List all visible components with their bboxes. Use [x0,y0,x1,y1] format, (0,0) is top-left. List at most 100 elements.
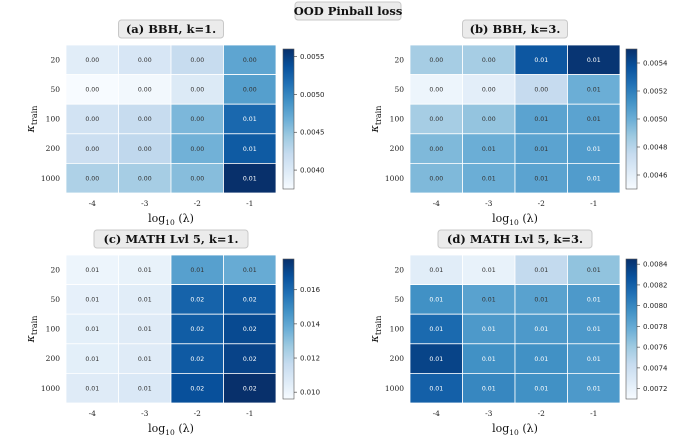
y-tick-label: 50 [50,85,60,94]
cell-value-label: 0.00 [243,57,257,64]
heatmap-cell [118,133,172,164]
cell-value-label: 0.01 [85,326,99,333]
cell-value-label: 0.01 [429,267,443,274]
x-tick-label: -2 [194,199,202,208]
heatmap-cell [223,162,277,194]
cell-value-label: 0.01 [587,116,601,123]
y-tick-label: 100 [390,115,405,124]
colorbar-tick-label: 0.0055 [300,53,325,61]
cell-value-label: 0.01 [587,356,601,363]
x-tick-label: -4 [433,199,441,208]
heatmap-cell [409,254,463,286]
y-tick-label: 20 [394,55,404,64]
panel-title-box [462,19,568,39]
heatmap-panel-4: (d) MATH Lvl 5, k=3. 0.01 0.01 0.01 0.01 0.01… [368,229,668,437]
heatmap-cell [170,74,224,105]
cell-value-label: 0.01 [243,116,257,123]
x-tick-label: -1 [590,199,597,208]
heatmap-cell [567,372,621,404]
heatmap-cell [118,284,172,315]
x-tick-label: -4 [89,409,97,418]
x-tick-label: -4 [433,409,441,418]
colorbar [282,48,295,190]
heatmap-cell [409,284,463,315]
heatmap-cell [223,372,277,404]
colorbar-tick-label: 0.016 [300,286,321,294]
panel-title: (d) MATH Lvl 5, k=3. [447,232,583,246]
panels: (a) BBH, k=1. 0.00 0.00 0.00 0.00 0.00 0.00 0.0… [24,19,668,437]
figure-title-box [294,1,402,21]
heatmap-cell [567,133,621,164]
x-axis-label: log10 (λ) [148,422,194,437]
y-axis-label: κtrain [24,316,39,344]
x-tick-label: -1 [590,409,597,418]
cell-value-label: 0.00 [429,87,443,94]
cell-value-label: 0.01 [138,267,152,274]
heatmap-cell [409,74,463,105]
cell-value-label: 0.01 [243,146,257,153]
cell-value-label: 0.01 [85,297,99,304]
cell-value-label: 0.01 [85,267,99,274]
cell-value-label: 0.01 [482,267,496,274]
heatmap-cell [170,103,224,135]
cell-value-label: 0.00 [429,146,443,153]
cell-value-label: 0.02 [190,297,204,304]
x-tick-label: -1 [246,199,253,208]
cell-value-label: 0.00 [85,87,99,94]
cell-value-label: 0.01 [587,57,601,64]
heatmap-cell [170,372,224,404]
heatmap-cell [65,133,119,164]
cell-value-label: 0.01 [587,267,601,274]
heatmap-panel-2: (b) BBH, k=3. 0.00 0.00 0.01 0.01 0.00 0.00 0.0… [368,19,668,227]
heatmap-cell [567,162,621,194]
cell-value-label: 0.01 [138,326,152,333]
cell-value-label: 0.01 [534,297,548,304]
cell-value-label: 0.00 [243,87,257,94]
heatmap-cell [409,372,463,404]
cell-value-label: 0.01 [534,326,548,333]
heatmap-cell [462,133,516,164]
colorbar-tick-label: 0.0050 [643,115,668,123]
cell-value-label: 0.00 [429,175,443,182]
y-axis-label: κtrain [24,106,39,134]
cell-value-label: 0.00 [190,57,204,64]
cell-value-label: 0.01 [482,297,496,304]
heatmap-cell [462,162,516,194]
colorbar-tick-label: 0.0084 [643,261,668,269]
cell-value-label: 0.01 [138,297,152,304]
heatmap-cell [223,103,277,135]
cell-value-label: 0.00 [482,87,496,94]
heatmap-cell [118,74,172,105]
y-tick-label: 20 [50,55,60,64]
x-tick-label: -3 [141,199,149,208]
cell-value-label: 0.02 [243,326,257,333]
cell-value-label: 0.02 [190,326,204,333]
cell-value-label: 0.00 [190,87,204,94]
cell-value-label: 0.01 [534,385,548,392]
cell-value-label: 0.02 [243,385,257,392]
y-axis-label: κtrain [368,316,383,344]
heatmap-cell [567,44,621,76]
cell-value-label: 0.02 [190,385,204,392]
panel-title-box [118,19,224,39]
heatmap-cell [462,74,516,105]
panel-title-box [437,229,593,249]
cell-value-label: 0.01 [138,356,152,363]
panel-title: (c) MATH Lvl 5, k=1. [103,232,238,246]
heatmap-cell [118,372,172,404]
cell-value-label: 0.01 [534,146,548,153]
y-tick-label: 20 [50,265,60,274]
colorbar-tick-label: 0.0082 [643,281,668,289]
cell-value-label: 0.01 [138,385,152,392]
y-tick-label: 1000 [41,384,60,393]
heatmap-cell [567,343,621,374]
y-tick-label: 1000 [385,384,404,393]
heatmap-cell [170,254,224,286]
colorbar-tick-label: 0.010 [300,389,320,397]
heatmap-cell [223,133,277,164]
cell-value-label: 0.00 [85,116,99,123]
y-tick-label: 200 [46,354,61,363]
cell-value-label: 0.01 [587,175,601,182]
cell-value-label: 0.01 [534,175,548,182]
colorbar [625,48,638,190]
